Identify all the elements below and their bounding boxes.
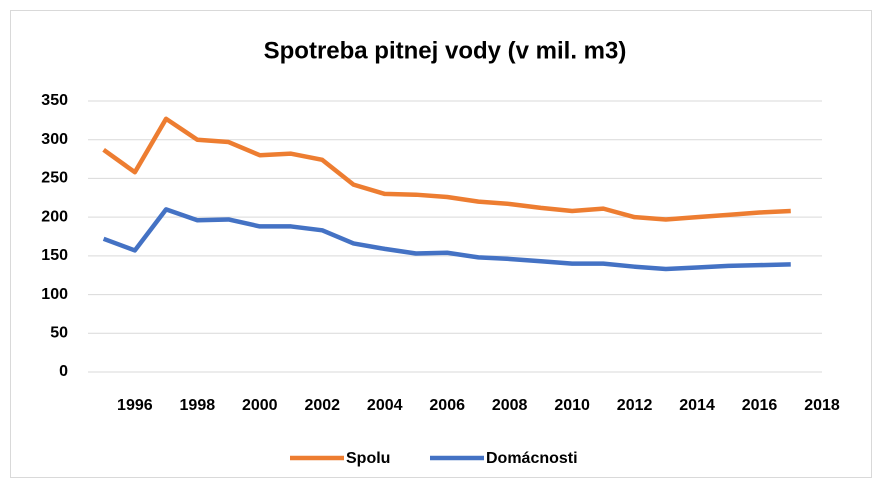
y-tick-label: 350 bbox=[41, 92, 68, 109]
y-tick-label: 150 bbox=[41, 247, 68, 264]
x-tick-label: 2010 bbox=[554, 397, 590, 414]
series-line bbox=[102, 116, 791, 222]
legend-label: Spolu bbox=[346, 450, 390, 467]
series-line bbox=[102, 207, 791, 272]
x-tick-label: 2012 bbox=[617, 397, 653, 414]
y-tick-label: 200 bbox=[41, 208, 68, 225]
x-tick-label: 2008 bbox=[492, 397, 528, 414]
legend-label: Domácnosti bbox=[486, 450, 578, 467]
x-tick-label: 2016 bbox=[742, 397, 778, 414]
x-tick-label: 2006 bbox=[429, 397, 465, 414]
x-tick-label: 2000 bbox=[242, 397, 278, 414]
y-tick-label: 50 bbox=[50, 325, 68, 342]
chart-border bbox=[10, 10, 872, 478]
x-tick-label: 2014 bbox=[679, 397, 715, 414]
x-tick-label: 1996 bbox=[117, 397, 153, 414]
y-tick-label: 250 bbox=[41, 170, 68, 187]
y-tick-label: 100 bbox=[41, 286, 68, 303]
y-tick-label: 0 bbox=[59, 363, 68, 380]
x-tick-label: 1998 bbox=[180, 397, 216, 414]
x-tick-label: 2018 bbox=[804, 397, 840, 414]
x-tick-label: 2002 bbox=[304, 397, 340, 414]
y-tick-label: 300 bbox=[41, 131, 68, 148]
x-tick-label: 2004 bbox=[367, 397, 403, 414]
chart-title: Spotreba pitnej vody (v mil. m3) bbox=[264, 37, 627, 64]
